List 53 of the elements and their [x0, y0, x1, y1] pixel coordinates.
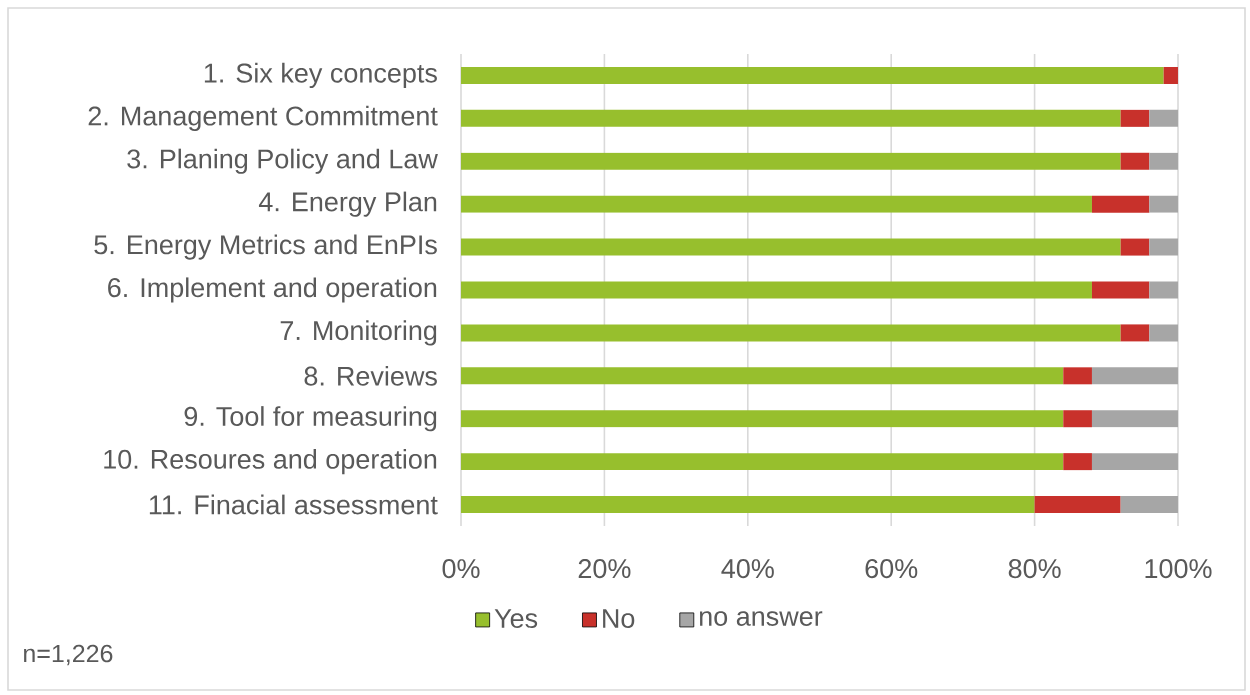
- bar: [461, 367, 1064, 385]
- bar: [1091, 195, 1150, 213]
- bar: [1149, 324, 1178, 342]
- bar: [461, 152, 1121, 170]
- y-tick-label: 9. Tool for measuring: [184, 406, 437, 432]
- y-tick-label: 8. Reviews: [304, 365, 437, 386]
- y-tick-label: 7. Monitoring: [280, 320, 437, 346]
- y-tick-label: 11. Finacial assessment: [149, 494, 438, 515]
- x-tick-label: 100%: [1145, 559, 1212, 579]
- bar: [461, 453, 1064, 471]
- bar: [1149, 152, 1178, 170]
- bar: [1063, 453, 1092, 471]
- x-tick-label: 20%: [578, 559, 631, 579]
- bar: [1063, 410, 1092, 428]
- y-tick-label: 10. Resoures and operation: [104, 449, 437, 475]
- bar: [1120, 324, 1150, 342]
- y-tick-label: 1. Six key concepts: [204, 62, 437, 89]
- bar: [1149, 109, 1178, 127]
- bar: [461, 238, 1121, 256]
- bar: [461, 281, 1092, 299]
- bar: [1091, 453, 1178, 471]
- bar: [461, 410, 1064, 428]
- bar: [1063, 367, 1092, 385]
- bar: [1091, 367, 1178, 385]
- y-tick-label: 3. Planing Policy and Law: [127, 148, 438, 174]
- bar: [1163, 66, 1178, 84]
- bar: [1120, 152, 1150, 170]
- bar: [1149, 238, 1178, 256]
- legend-label: Yes: [494, 609, 538, 628]
- bar: [1120, 238, 1150, 256]
- x-tick-label: 0%: [442, 559, 480, 579]
- y-tick-label: 2. Management Commitment: [88, 105, 438, 131]
- bar: [1120, 496, 1178, 514]
- legend-label: No: [603, 609, 635, 628]
- x-tick-label: 60%: [865, 559, 918, 579]
- bar: [1034, 496, 1121, 514]
- bar: [1120, 109, 1150, 127]
- x-tick-label: 80%: [1008, 559, 1061, 579]
- y-tick-label: 5. Energy Metrics and EnPIs: [94, 234, 437, 260]
- bar: [1149, 281, 1178, 299]
- y-tick-label: 6. Implement and operation: [108, 277, 437, 303]
- bar: [461, 496, 1035, 514]
- y-tick-label: 4. Energy Plan: [258, 191, 437, 217]
- bar: [461, 66, 1164, 84]
- bar: [1091, 410, 1178, 428]
- bar: [1091, 281, 1150, 299]
- bar: [461, 195, 1092, 213]
- bar: [1149, 195, 1178, 213]
- x-tick-label: 40%: [721, 559, 774, 579]
- bar: [461, 324, 1121, 342]
- legend-label: no answer: [699, 611, 823, 626]
- text: n=1,226: [24, 644, 113, 666]
- bar: [461, 109, 1121, 127]
